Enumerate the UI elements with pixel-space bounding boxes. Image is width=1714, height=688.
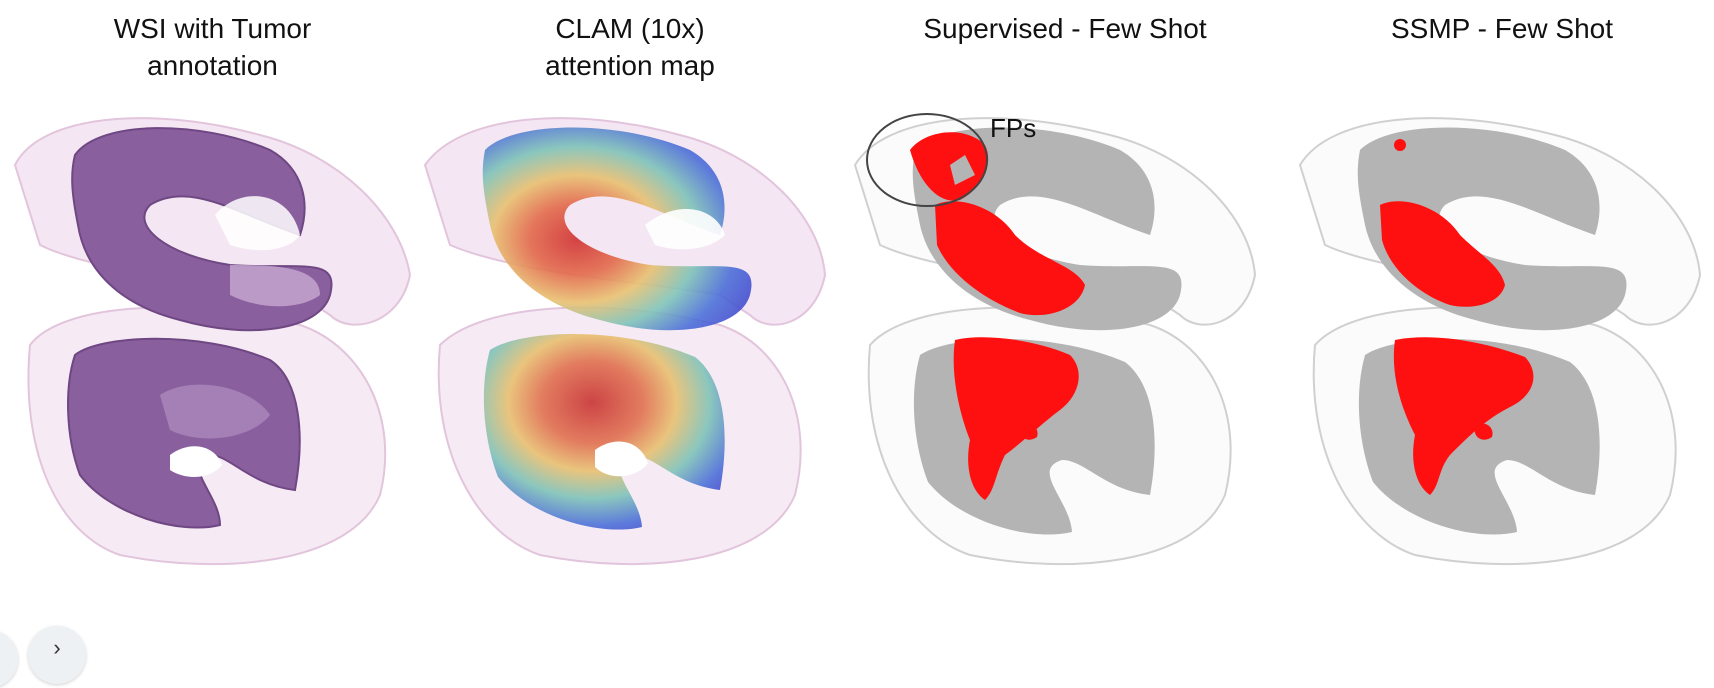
- panel-title: CLAM (10x) attention map: [420, 10, 840, 84]
- panel-supervised-few-shot: Supervised - Few Shot FPs: [845, 0, 1285, 661]
- ssmp-prediction-mask: [1298, 117, 1702, 566]
- fps-annotation-label: FPs: [990, 113, 1037, 143]
- next-button[interactable]: ›: [28, 626, 86, 684]
- chevron-right-icon: ›: [53, 635, 61, 660]
- title-line-2: attention map: [545, 50, 715, 81]
- title-line-1: Supervised - Few Shot: [923, 13, 1207, 44]
- title-line-1: CLAM (10x): [555, 13, 705, 44]
- panel-he-slide: WSI with Tumor annotation: [0, 0, 425, 661]
- title-line-1: SSMP - Few Shot: [1390, 13, 1613, 44]
- attention-map-image: [423, 117, 827, 566]
- panel-title: WSI with Tumor annotation: [0, 10, 425, 84]
- panel-ssmp-few-shot: SSMP - Few Shot: [1290, 0, 1714, 661]
- panel-clam-attention: CLAM (10x) attention map: [420, 0, 840, 661]
- panel-title: Supervised - Few Shot: [845, 10, 1285, 47]
- supervised-prediction-mask: [853, 113, 1257, 566]
- title-line-2: annotation: [147, 50, 278, 81]
- he-slide-image: [13, 117, 412, 566]
- panel-title: SSMP - Few Shot: [1290, 10, 1714, 47]
- title-line-1: WSI with Tumor: [113, 13, 312, 44]
